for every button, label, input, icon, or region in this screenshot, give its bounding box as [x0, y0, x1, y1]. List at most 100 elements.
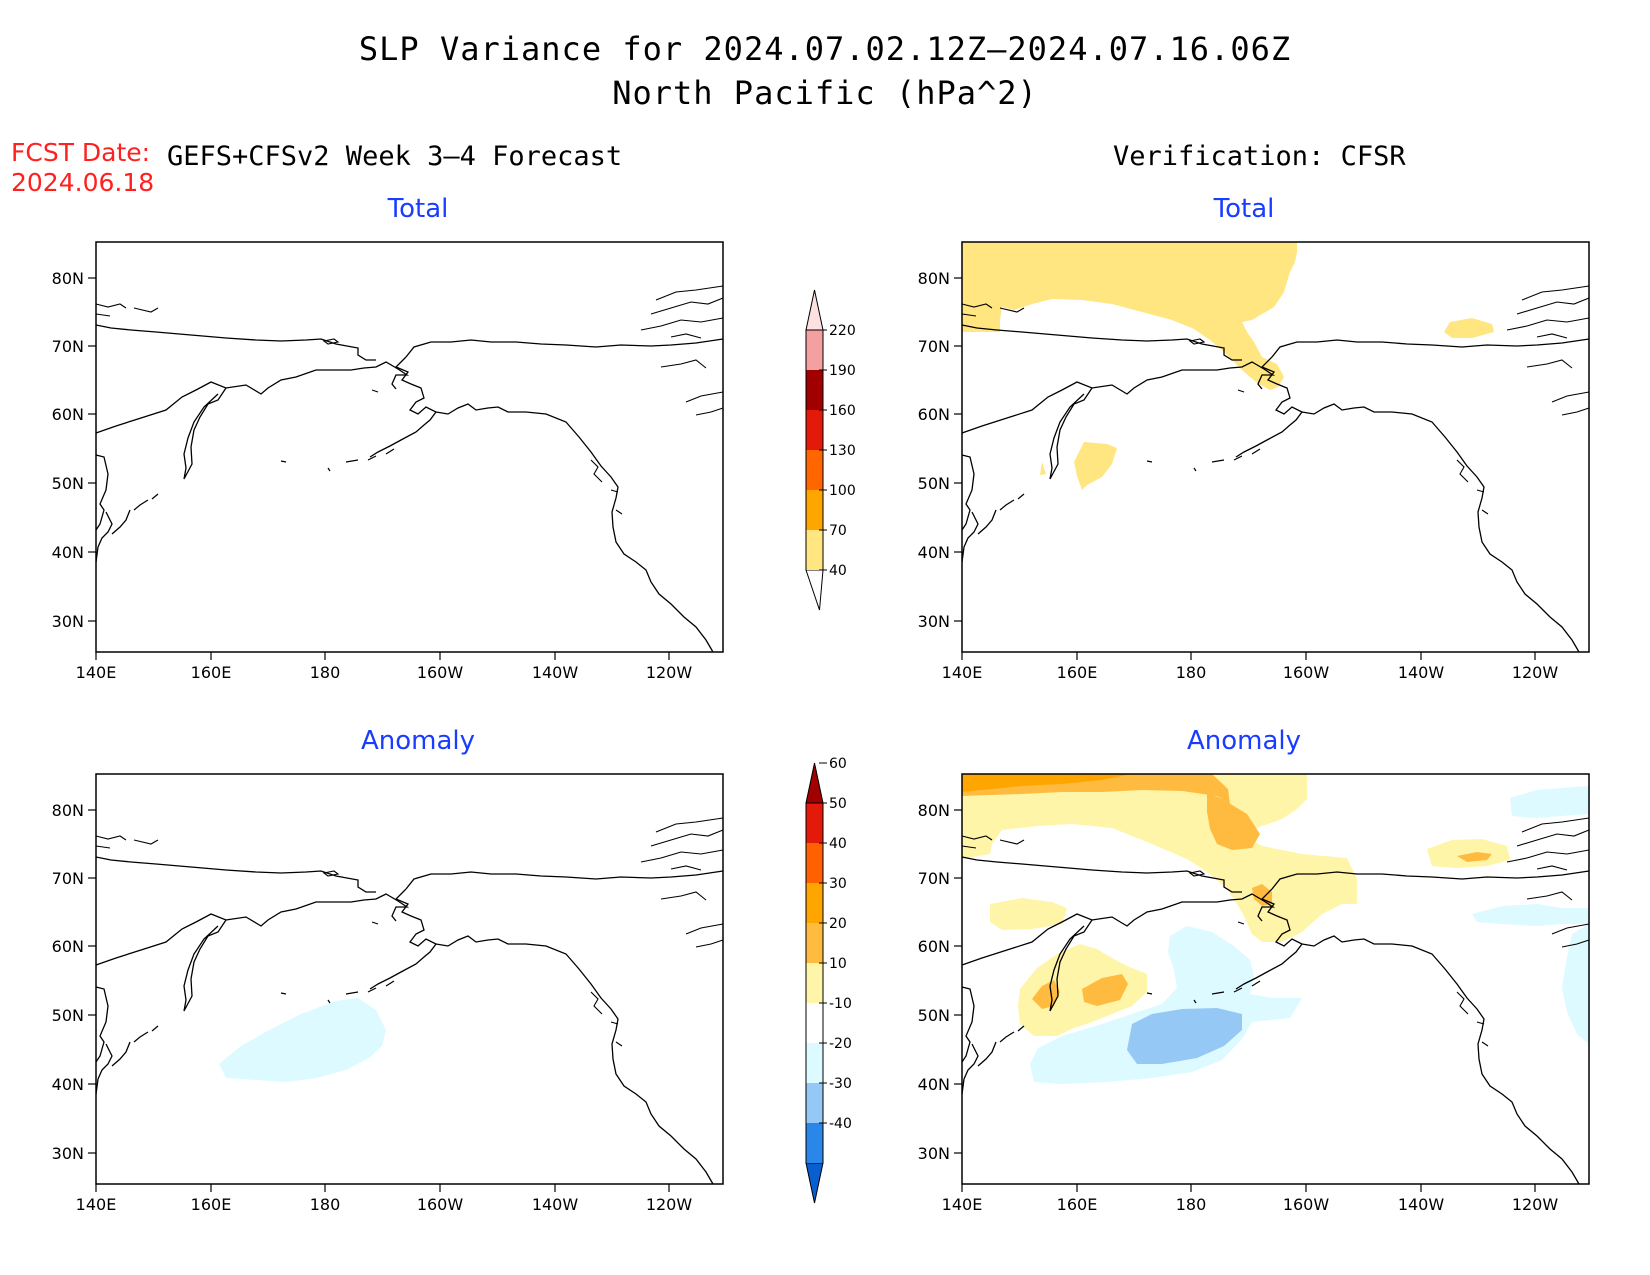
lon-label: 140W [1398, 663, 1445, 682]
colorbar-total-label: 70 [829, 523, 847, 539]
lat-label: 70N [52, 337, 84, 356]
lat-label: 40N [918, 1075, 950, 1094]
colorbar-anomaly-label: 10 [829, 956, 847, 972]
colorbar-anomaly: -40 -30 -20 -10 10 20 30 40 50 60 [805, 756, 852, 1204]
lon-label: 140E [942, 1195, 983, 1214]
lat-label: 50N [918, 474, 950, 493]
lat-label: 30N [52, 1144, 84, 1163]
lon-label: 160W [1283, 1195, 1330, 1214]
colorbar-total-swatch [806, 450, 823, 490]
lon-label: 120W [646, 663, 693, 682]
lat-label: 80N [52, 801, 84, 820]
contour-fill-anomaly-neg10-neg20 [219, 998, 386, 1082]
colorbar-total-label: 40 [829, 563, 847, 579]
lon-label: 120W [1512, 1195, 1559, 1214]
colorbar-anomaly-label: 50 [829, 796, 847, 812]
panel-verif-anomaly [961, 773, 1590, 1185]
colorbar-anomaly-swatch [806, 843, 823, 883]
panel-title-fcst-anomaly: Anomaly [360, 726, 476, 756]
lat-label: 30N [918, 612, 950, 631]
lon-label: 180 [1176, 663, 1207, 682]
colorbar-anomaly-swatch [806, 1003, 823, 1043]
lon-label: 180 [1176, 1195, 1207, 1214]
colorbar-anomaly-high-end [805, 762, 824, 804]
colorbar-anomaly-label: -40 [829, 1116, 852, 1132]
verification-header: Verification: CFSR [1113, 141, 1406, 172]
lon-label: 120W [1512, 663, 1559, 682]
lat-label: 70N [918, 337, 950, 356]
lat-label: 30N [918, 1144, 950, 1163]
lon-label: 120W [646, 1195, 693, 1214]
lon-label: 140W [532, 1195, 579, 1214]
colorbar-anomaly-label: 20 [829, 916, 847, 932]
colorbar-total: 40 70 100 130 160 190 220 [805, 289, 856, 611]
lon-label: 160W [417, 1195, 464, 1214]
lat-label: 70N [52, 869, 84, 888]
colorbar-anomaly-swatch [806, 1123, 823, 1163]
lat-label: 50N [52, 474, 84, 493]
lat-label: 40N [918, 543, 950, 562]
colorbar-anomaly-low-end [805, 1162, 824, 1204]
lon-label: 140E [76, 1195, 117, 1214]
colorbar-anomaly-label: 60 [829, 756, 847, 772]
colorbar-anomaly-swatch [806, 803, 823, 843]
lat-label: 40N [52, 543, 84, 562]
lat-label: 60N [52, 405, 84, 424]
colorbar-total-label: 130 [829, 443, 856, 459]
colorbar-total-swatch [806, 490, 823, 530]
lat-label: 70N [918, 869, 950, 888]
contour-fill-anomaly-verif [962, 774, 1589, 1179]
contour-fill-total-40-70 [962, 242, 1494, 490]
lon-label: 140E [76, 663, 117, 682]
lat-label: 50N [52, 1006, 84, 1025]
lon-label: 160E [1057, 1195, 1098, 1214]
panel-verif-total [961, 241, 1590, 653]
lon-label: 160E [191, 1195, 232, 1214]
colorbar-anomaly-label: 30 [829, 876, 847, 892]
lon-label: 160W [417, 663, 464, 682]
lon-label: 180 [310, 1195, 341, 1214]
colorbar-anomaly-label: 40 [829, 836, 847, 852]
fcst-date-value: 2024.06.18 [11, 168, 155, 197]
lon-label: 160E [1057, 663, 1098, 682]
colorbar-total-swatch [806, 410, 823, 450]
panel-fcst-total [95, 241, 724, 653]
lat-label: 80N [918, 801, 950, 820]
lon-label: 160W [1283, 663, 1330, 682]
colorbar-total-label: 100 [829, 483, 856, 499]
lon-label: 140E [942, 663, 983, 682]
colorbar-anomaly-swatch [806, 1083, 823, 1123]
colorbar-anomaly-swatch [806, 963, 823, 1003]
lat-label: 60N [918, 405, 950, 424]
lat-label: 30N [52, 612, 84, 631]
lon-label: 180 [310, 663, 341, 682]
colorbar-anomaly-swatch [806, 923, 823, 963]
colorbar-anomaly-swatch [806, 883, 823, 923]
colorbar-total-label: 220 [829, 323, 856, 339]
colorbar-total-low-end [805, 569, 824, 611]
panel-fcst-anomaly [95, 773, 724, 1185]
main-title: SLP Variance for 2024.07.02.12Z—2024.07.… [358, 30, 1292, 68]
lon-label: 160E [191, 663, 232, 682]
forecast-header: GEFS+CFSv2 Week 3–4 Forecast [167, 141, 623, 172]
panel-title-verif-anomaly: Anomaly [1186, 726, 1302, 756]
colorbar-anomaly-label: -10 [829, 996, 852, 1012]
lat-label: 80N [52, 269, 84, 288]
panel-title-verif-total: Total [1213, 194, 1275, 224]
colorbar-total-label: 190 [829, 363, 856, 379]
colorbar-total-swatch [806, 530, 823, 570]
lat-label: 60N [52, 937, 84, 956]
lon-label: 140W [532, 663, 579, 682]
fcst-date-label: FCST Date: [11, 138, 151, 167]
axis-labels: 80N 70N 60N 50N 40N 30N 140E 160E 180 160W 140W 120… [52, 269, 1559, 1214]
lat-label: 50N [918, 1006, 950, 1025]
lat-label: 80N [918, 269, 950, 288]
colorbar-total-label: 160 [829, 403, 856, 419]
lon-label: 140W [1398, 1195, 1445, 1214]
colorbar-anomaly-label: -30 [829, 1076, 852, 1092]
colorbar-total-swatch [806, 370, 823, 410]
lat-label: 40N [52, 1075, 84, 1094]
main-subtitle: North Pacific (hPa^2) [612, 74, 1038, 112]
lat-label: 60N [918, 937, 950, 956]
